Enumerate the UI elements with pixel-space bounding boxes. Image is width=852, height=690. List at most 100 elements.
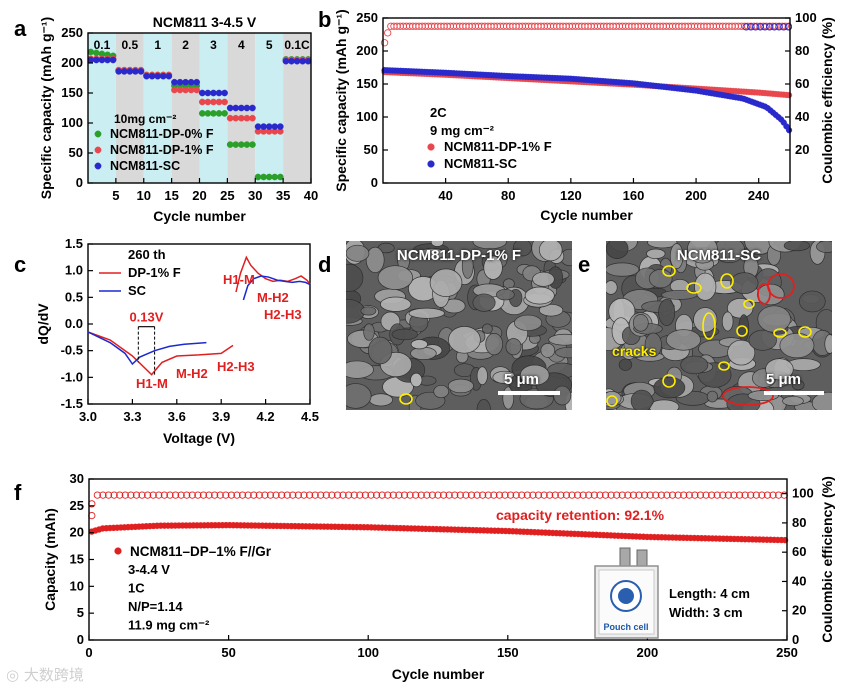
legend-label: NCM811-DP-0% F: [110, 127, 214, 141]
y-tick-label: 15: [70, 552, 84, 567]
data-point: [126, 68, 134, 75]
ce-point: [199, 491, 208, 499]
ce-point: [523, 491, 531, 499]
ce-point: [116, 491, 124, 499]
ce-point: [495, 491, 504, 499]
data-point: [238, 114, 245, 122]
x-tick-label: 15: [164, 188, 178, 203]
ce-point: [730, 491, 738, 499]
sem-grain: [646, 248, 666, 259]
data-point: [265, 123, 273, 130]
crack-marker: [720, 273, 734, 289]
rate-band: [115, 33, 144, 183]
watermark-text: 大数跨境: [23, 666, 84, 684]
sem-grain: [476, 366, 488, 386]
crack-marker: [702, 312, 716, 340]
y-right-tick-label: 80: [795, 43, 809, 58]
data-point: [243, 141, 251, 148]
sem-grain: [377, 265, 414, 290]
shift-label: 0.13V: [129, 309, 163, 324]
y-right-tick-label: 100: [792, 486, 814, 501]
ce-point: [233, 491, 241, 499]
y-tick-label: 50: [364, 142, 378, 157]
data-point: [221, 110, 228, 117]
data-point: [204, 98, 212, 106]
ce-point: [389, 491, 397, 499]
ce-point: [104, 491, 113, 499]
rate-label: 2C: [430, 105, 447, 120]
x-tick-label: 150: [497, 645, 519, 660]
x-tick-label: 100: [357, 645, 379, 660]
x-tick-label: 0: [85, 645, 92, 660]
ce-point: [624, 491, 632, 499]
data-point: [182, 86, 189, 94]
ce-point: [467, 491, 476, 499]
ce-point: [428, 491, 437, 499]
ce-point: [127, 491, 135, 499]
y-right-tick-label: 0: [792, 632, 799, 647]
data-point: [98, 56, 106, 64]
ce-point: [696, 491, 705, 499]
data-point: [785, 92, 793, 99]
ce-point: [747, 23, 755, 31]
discharge-curve: [87, 331, 234, 376]
ce-point: [747, 491, 755, 499]
sem-grain: [765, 358, 794, 381]
y-tick-label: 0.5: [65, 289, 83, 304]
legend-marker: [427, 160, 435, 168]
ce-point: [183, 491, 191, 499]
x-tick-label: 200: [685, 188, 707, 203]
panel-letter: e: [578, 252, 590, 277]
x-axis-label: Cycle number: [153, 208, 246, 224]
y-tick-label: 200: [61, 55, 83, 70]
sem-grain: [548, 333, 572, 346]
legend-label: NCM811-DP-1% F: [444, 139, 552, 154]
legend-marker: [114, 547, 122, 555]
data-point: [193, 86, 201, 94]
ce-point: [417, 491, 425, 499]
y-tick-label: 0: [76, 175, 83, 190]
data-point: [93, 56, 100, 64]
data-point: [299, 57, 306, 65]
crack-marker: [662, 265, 676, 277]
ce-point: [585, 491, 593, 499]
x-axis-label: Cycle number: [392, 666, 485, 682]
data-point: [260, 173, 267, 181]
cycle-label: 260 th: [128, 247, 166, 262]
ce-point: [456, 491, 464, 499]
ce-point: [305, 491, 314, 499]
ce-point: [707, 491, 716, 499]
loading-label: 9 mg cm⁻²: [430, 123, 495, 138]
sem-grain: [430, 241, 444, 247]
ce-point: [607, 491, 615, 499]
condition-label: N/P=1.14: [128, 599, 183, 614]
y-right-tick-label: 60: [792, 544, 806, 559]
x-tick-label: 25: [220, 188, 234, 203]
data-point: [265, 173, 273, 181]
legend-label: SC: [128, 283, 147, 298]
ce-point: [277, 491, 286, 499]
y-tick-label: 100: [61, 115, 83, 130]
condition-label: 1C: [128, 581, 145, 596]
ce-point: [272, 491, 280, 499]
sem-grain: [630, 389, 653, 410]
retention-label: capacity retention: 92.1%: [496, 507, 665, 523]
panel-a: 0.1 0.5 1 2 3 4 5 0.1C 5 10 15 20 25 30 35 40 0 50 100 150 2…: [38, 14, 318, 224]
ce-point: [529, 491, 537, 499]
y-tick-label: -1.0: [61, 369, 83, 384]
ce-point: [462, 491, 470, 499]
data-point: [243, 104, 251, 112]
ce-point: [613, 491, 621, 499]
ce-point: [380, 39, 389, 47]
crack-marker: [736, 325, 748, 337]
ce-point: [506, 491, 515, 499]
y-tick-label: 100: [356, 109, 378, 124]
data-point: [232, 114, 240, 122]
legend-marker: [427, 143, 435, 151]
rate-band: [255, 33, 284, 183]
sem-grain: [669, 243, 684, 270]
ce-point: [775, 23, 783, 31]
sem-grain: [644, 332, 662, 358]
rate-band: [199, 33, 228, 183]
